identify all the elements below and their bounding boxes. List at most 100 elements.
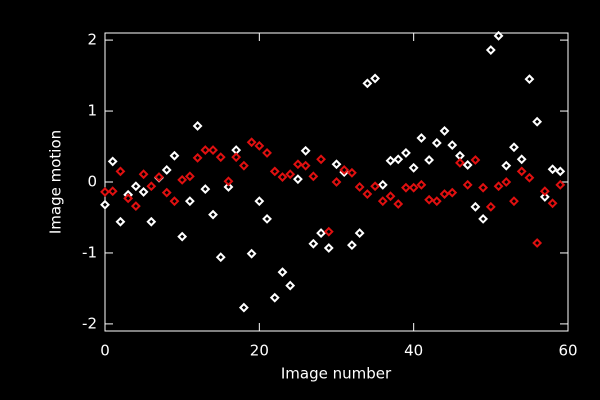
data-point bbox=[246, 248, 257, 259]
data-point bbox=[169, 196, 180, 207]
data-point bbox=[316, 228, 326, 239]
data-point bbox=[277, 172, 288, 182]
data-point bbox=[208, 145, 218, 155]
data-point bbox=[300, 160, 311, 171]
data-point bbox=[123, 193, 134, 204]
data-point bbox=[316, 154, 326, 165]
data-point bbox=[509, 142, 519, 153]
data-point bbox=[362, 189, 373, 199]
data-point bbox=[331, 177, 342, 187]
data-point bbox=[308, 238, 319, 249]
data-point bbox=[424, 194, 435, 205]
data-point bbox=[269, 292, 280, 303]
data-point bbox=[462, 179, 473, 190]
data-point bbox=[547, 164, 558, 175]
data-point bbox=[478, 182, 489, 193]
data-point bbox=[401, 182, 411, 193]
data-point bbox=[431, 196, 442, 207]
data-point bbox=[184, 196, 195, 207]
data-point bbox=[470, 201, 481, 212]
data-point bbox=[539, 186, 550, 197]
data-point bbox=[107, 156, 118, 167]
data-point bbox=[115, 216, 126, 227]
data-point bbox=[254, 140, 265, 151]
data-point bbox=[238, 302, 249, 313]
data-point bbox=[200, 145, 211, 155]
data-point bbox=[161, 187, 172, 198]
data-point bbox=[347, 240, 357, 251]
data-point bbox=[377, 179, 388, 190]
data-point bbox=[323, 243, 334, 253]
data-point bbox=[493, 30, 504, 41]
data-point bbox=[138, 169, 149, 180]
data-point bbox=[439, 125, 450, 136]
x-tick-label: 0 bbox=[100, 342, 110, 360]
data-point bbox=[192, 152, 203, 163]
y-tick-label: 0 bbox=[87, 173, 97, 191]
data-point bbox=[339, 165, 350, 175]
data-point bbox=[439, 189, 450, 199]
x-tick-label: 60 bbox=[558, 342, 577, 360]
data-point bbox=[277, 267, 288, 278]
data-point bbox=[115, 166, 126, 177]
data-point bbox=[393, 199, 404, 209]
data-point bbox=[161, 165, 172, 175]
data-point bbox=[478, 213, 489, 224]
y-tick-label: -1 bbox=[82, 243, 97, 261]
data-point bbox=[431, 138, 442, 148]
data-point bbox=[269, 166, 280, 177]
data-point bbox=[184, 171, 195, 182]
data-point bbox=[331, 159, 342, 170]
data-point bbox=[246, 137, 257, 148]
data-point bbox=[177, 231, 188, 242]
data-point bbox=[146, 216, 157, 227]
data-point bbox=[208, 209, 218, 220]
data-point bbox=[493, 181, 504, 192]
data-point bbox=[555, 179, 566, 190]
data-point bbox=[447, 187, 458, 198]
data-point bbox=[501, 160, 512, 171]
data-point bbox=[130, 201, 141, 212]
data-point bbox=[362, 78, 373, 89]
data-point bbox=[401, 147, 411, 158]
data-point bbox=[393, 154, 404, 165]
data-point bbox=[532, 116, 543, 127]
data-point bbox=[215, 152, 226, 163]
data-point bbox=[509, 196, 519, 207]
y-tick-label: 1 bbox=[87, 102, 97, 120]
data-point bbox=[347, 167, 357, 178]
data-point bbox=[416, 133, 427, 143]
data-point bbox=[238, 160, 249, 171]
data-point bbox=[539, 191, 550, 202]
data-point bbox=[223, 182, 234, 192]
data-point bbox=[300, 145, 311, 156]
data-point bbox=[215, 252, 226, 263]
data-point bbox=[462, 160, 473, 170]
data-point bbox=[200, 184, 211, 195]
data-point bbox=[254, 196, 265, 207]
x-tick-label: 40 bbox=[404, 342, 423, 360]
data-point bbox=[154, 172, 164, 182]
data-point bbox=[555, 166, 566, 177]
data-point bbox=[231, 152, 242, 163]
data-point bbox=[524, 172, 535, 183]
data-point bbox=[524, 74, 535, 85]
data-point bbox=[516, 154, 527, 165]
x-tick-label: 20 bbox=[250, 342, 269, 360]
data-point bbox=[547, 198, 558, 209]
data-point bbox=[293, 159, 303, 170]
data-point bbox=[532, 238, 543, 248]
data-point bbox=[192, 121, 203, 131]
data-point bbox=[223, 176, 234, 187]
data-point bbox=[516, 166, 527, 177]
data-point bbox=[262, 213, 272, 224]
data-point bbox=[100, 187, 110, 197]
data-point bbox=[385, 191, 396, 202]
data-point bbox=[447, 140, 458, 151]
data-point bbox=[354, 228, 365, 239]
data-point bbox=[408, 162, 419, 173]
data-point bbox=[370, 181, 380, 192]
y-axis-label: Image motion bbox=[47, 130, 65, 234]
data-point bbox=[100, 199, 110, 210]
